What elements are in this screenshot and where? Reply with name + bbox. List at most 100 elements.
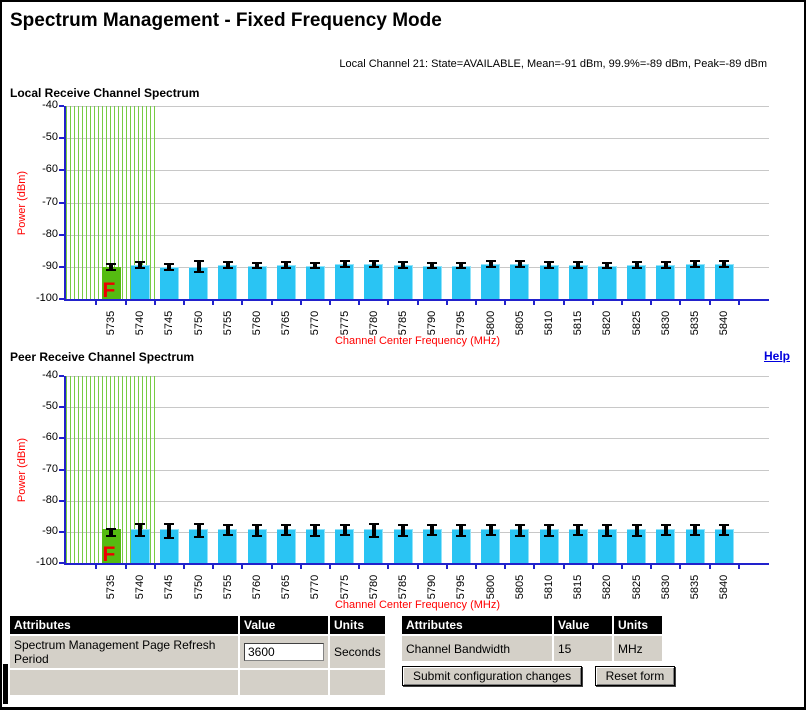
error-bar [427, 523, 438, 537]
x-axis-tick [299, 565, 302, 569]
spectrum-bar-5815 [568, 264, 588, 299]
help-link[interactable]: Help [763, 349, 790, 363]
x-tick-label: 5785 [397, 310, 409, 336]
spectrum-bar-5740 [130, 264, 150, 299]
x-axis-tick [241, 301, 244, 305]
y-axis-tick [59, 169, 64, 171]
x-tick-label: 5750 [192, 310, 205, 336]
error-bar [456, 524, 467, 537]
x-tick-label: 5830 [659, 310, 672, 336]
column-header-attributes: Attributes [10, 616, 238, 634]
y-tick-label: -100 [35, 292, 58, 304]
spectrum-bar-5795 [451, 265, 471, 299]
x-tick-label: 5775 [338, 574, 351, 600]
x-axis-tick [387, 565, 390, 569]
x-axis-tick [650, 565, 653, 569]
y-tick-label: -100 [35, 556, 58, 568]
reset-button[interactable]: Reset form [594, 666, 676, 686]
error-bar [193, 523, 204, 538]
column-header-value: Value [554, 616, 612, 634]
gridline [66, 470, 769, 471]
error-bar [690, 523, 700, 536]
gridline [66, 170, 769, 171]
x-tick-label: 5740 [134, 574, 147, 600]
y-tick-label: -70 [42, 196, 58, 208]
y-axis-tick [59, 137, 64, 139]
submit-button[interactable]: Submit configuration changes [402, 666, 583, 686]
table-row-empty [10, 670, 385, 695]
x-tick-label: 5825 [630, 574, 643, 600]
y-tick-label: -80 [42, 494, 58, 506]
x-axis-tick [329, 301, 331, 305]
error-bar [485, 260, 496, 269]
value-cell [240, 636, 328, 668]
error-bar [719, 523, 730, 537]
gridline [66, 501, 769, 502]
fixed-channel-marker: F [102, 278, 116, 302]
spectrum-bar-5825 [627, 264, 647, 299]
y-axis-tick [59, 500, 64, 502]
x-axis-tick [708, 565, 711, 569]
error-bar [135, 523, 146, 537]
x-tick-label: 5780 [367, 574, 380, 600]
error-bar [398, 260, 408, 269]
x-axis-tick [708, 301, 711, 305]
local-chart-heading: Local Receive Channel Spectrum [10, 86, 200, 100]
x-axis-tick [153, 301, 156, 305]
x-axis-tick [124, 301, 127, 305]
x-tick-label: 5815 [572, 310, 585, 336]
spectrum-bar-5765 [276, 264, 296, 299]
y-axis-tick [59, 105, 64, 107]
error-bar [135, 260, 146, 269]
x-axis-tick [562, 565, 565, 569]
x-axis-tick [299, 301, 302, 305]
spectrum-bar-5775 [335, 264, 355, 299]
y-tick-label: -40 [42, 99, 58, 111]
error-bar [690, 260, 700, 269]
error-bar [252, 261, 262, 270]
x-tick-label: 5790 [426, 310, 439, 336]
error-bar [106, 527, 116, 537]
local-channel-status: Local Channel 21: State=AVAILABLE, Mean=… [339, 58, 767, 70]
error-bar [602, 524, 613, 537]
gridline [66, 106, 769, 107]
y-tick-label: -60 [42, 163, 58, 175]
spectrum-bar-5780 [364, 264, 384, 299]
fixed-channel-marker: F [102, 542, 116, 566]
x-axis-tick [358, 565, 361, 569]
y-axis-tick [59, 375, 64, 377]
empty-cell [10, 670, 238, 695]
error-bar [339, 523, 350, 537]
y-axis-tick [59, 562, 64, 564]
error-bar [427, 261, 438, 270]
x-axis-title: Channel Center Frequency (MHz) [334, 335, 501, 347]
x-tick-label: 5765 [280, 310, 293, 336]
error-bar [544, 260, 554, 269]
x-axis-tick [650, 301, 653, 305]
gridline [66, 376, 769, 377]
x-axis-tick [183, 301, 185, 305]
error-bar [368, 522, 379, 539]
error-bar [310, 524, 321, 537]
x-axis-tick [737, 565, 740, 569]
refresh-period-input[interactable] [244, 643, 324, 661]
attribute-label-cell: Channel Bandwidth [402, 636, 552, 661]
y-tick-label: -60 [42, 431, 58, 443]
units-cell: MHz [614, 636, 662, 661]
y-tick-label: -90 [42, 260, 58, 272]
x-tick-label: 5760 [251, 310, 263, 336]
x-tick-label: 5765 [280, 574, 293, 600]
spectrum-bar-5820 [597, 265, 617, 299]
plot-area: -40 -50 -60 -70 -80 -90 -100 F 5735 5740 5745 5750 5… [16, 99, 769, 347]
x-axis-tick [95, 301, 98, 305]
spectrum-bar-5770 [305, 265, 325, 299]
gridline [66, 438, 769, 439]
x-tick-label: 5795 [455, 574, 468, 600]
error-bar [339, 260, 350, 269]
x-axis-tick [679, 565, 682, 569]
x-axis-tick [212, 565, 215, 569]
error-bar [281, 260, 292, 269]
x-axis-tick [416, 301, 419, 305]
y-tick-label: -80 [42, 228, 58, 240]
y-axis-tick [59, 266, 64, 268]
